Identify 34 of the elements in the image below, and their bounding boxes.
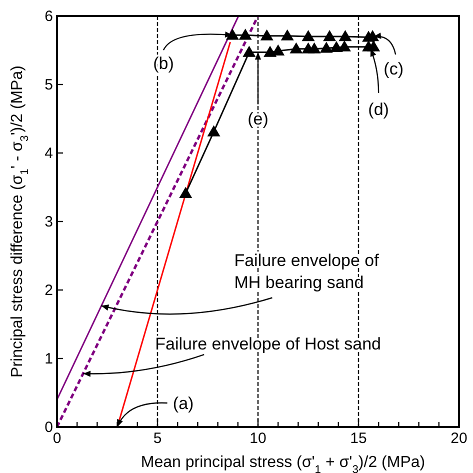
point — [290, 42, 303, 54]
annotation: (b) — [153, 54, 174, 74]
annotation: Failure envelope of Host sand — [155, 334, 381, 354]
x-tick-label: 15 — [350, 430, 367, 447]
point — [179, 186, 192, 198]
annotation: (c) — [384, 60, 404, 79]
annotation: (e) — [248, 109, 268, 128]
y-tick-label: 4 — [44, 145, 53, 162]
annotation: (a) — [172, 394, 194, 413]
point — [338, 30, 352, 42]
y-tick-label: 2 — [44, 282, 53, 299]
x-tick-label: 10 — [250, 430, 266, 447]
x-axis-title: Mean principal stress (σ'$_{1}$ + σ'$_{3}$)/2 (MPa) — [140, 454, 426, 473]
y-tick-label: 1 — [44, 350, 53, 368]
point — [323, 30, 336, 42]
point — [260, 29, 274, 40]
point — [264, 46, 277, 57]
point — [320, 42, 333, 53]
y-tick-label: 5 — [44, 76, 53, 94]
x-tick-label: 20 — [450, 430, 468, 447]
y-tick-label: 6 — [44, 8, 53, 25]
point — [280, 29, 294, 40]
y-tick-label: 3 — [44, 214, 53, 230]
annotation: (d) — [368, 100, 389, 119]
point — [207, 125, 220, 136]
x-tick-label: 5 — [153, 430, 162, 447]
point — [362, 40, 376, 52]
point — [238, 28, 252, 40]
point — [302, 42, 315, 54]
point — [302, 30, 315, 42]
y-tick-label: 0 — [44, 419, 53, 436]
point — [330, 41, 343, 52]
annotation: Failure envelope of MH bearing sand — [234, 250, 380, 292]
point — [242, 46, 256, 57]
